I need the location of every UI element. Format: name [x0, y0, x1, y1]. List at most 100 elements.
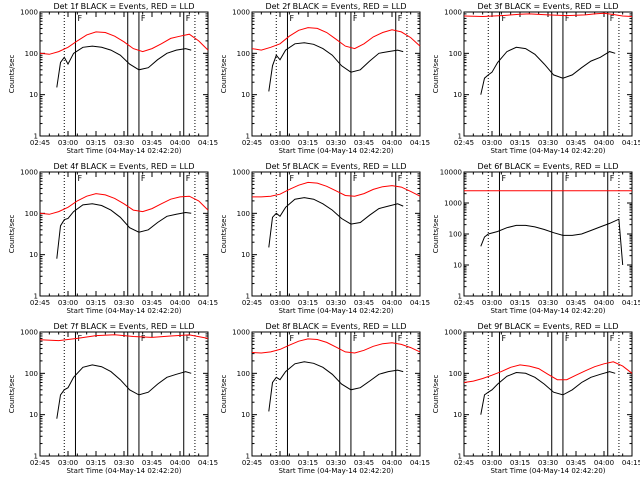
x-tick-label: 04:15 [198, 139, 218, 147]
events-series-line [56, 203, 192, 259]
panel-8: Det 8f BLACK = Events, RED = LLD 1 10 100 10… [220, 322, 430, 475]
x-tick-label: 04:00 [170, 299, 190, 307]
x-tick-label: 03:15 [298, 139, 318, 147]
interval-marker-label: F [565, 174, 570, 183]
y-tick-label: 100 [237, 370, 250, 378]
x-tick-label: 03:15 [298, 459, 318, 467]
x-tick-label: 04:00 [170, 139, 190, 147]
x-tick-label: 03:30 [538, 299, 558, 307]
events-series-line [268, 361, 404, 412]
x-tick-label: 04:15 [622, 299, 640, 307]
x-tick-label: 03:45 [142, 459, 162, 467]
x-tick-label: 04:00 [170, 459, 190, 467]
x-tick-label: 03:15 [86, 299, 106, 307]
x-tick-label: 03:00 [270, 459, 290, 467]
interval-marker-label: F [610, 334, 615, 343]
lld-series-line [252, 181, 421, 198]
y-tick-label: 100 [237, 50, 250, 58]
x-axis-label: Start Time (04-May-14 02:42:20) [490, 307, 605, 315]
x-tick-label: 02:45 [242, 139, 262, 147]
y-tick-label: 10 [241, 251, 250, 259]
y-axis-label: Counts/sec [8, 375, 16, 414]
y-tick-label: 1 [458, 453, 462, 461]
x-tick-label: 04:15 [198, 299, 218, 307]
plot-frame [463, 331, 633, 457]
x-tick-label: 02:45 [242, 459, 262, 467]
x-tick-label: 03:30 [538, 139, 558, 147]
y-tick-label: 10 [453, 262, 462, 270]
y-tick-label: 1000 [444, 200, 462, 208]
x-tick-label: 02:45 [30, 459, 50, 467]
y-tick-label: 1 [458, 133, 462, 141]
y-axis-label: Counts/sec [220, 375, 228, 414]
x-tick-label: 03:30 [114, 459, 134, 467]
panel-3: Det 3f BLACK = Events, RED = LLD 1 10 100 10… [432, 2, 640, 155]
panel-9: Det 9f BLACK = Events, RED = LLD 1 10 100 10… [432, 322, 640, 475]
interval-marker-label: F [289, 14, 294, 23]
y-tick-label: 1000 [20, 169, 38, 177]
y-tick-label: 1000 [232, 329, 250, 337]
y-tick-label: 1000 [444, 329, 462, 337]
plot-frame [39, 171, 209, 297]
lld-series-line [463, 361, 633, 383]
y-tick-label: 10 [241, 91, 250, 99]
y-tick-label: 1000 [444, 9, 462, 17]
panel-5: Det 5f BLACK = Events, RED = LLD 1 10 100 10… [220, 162, 430, 315]
panel-7: Det 7f BLACK = Events, RED = LLD 1 10 100 10… [8, 322, 218, 475]
y-tick-label: 1 [34, 133, 38, 141]
x-tick-label: 04:15 [410, 139, 430, 147]
y-axis-label: Counts/sec [8, 215, 16, 254]
interval-marker-label: F [353, 334, 358, 343]
panel-6: Det 6f BLACK = Events, RED = LLD 1 10 100 10… [432, 162, 640, 315]
x-tick-label: 02:45 [454, 459, 474, 467]
events-series-line [56, 364, 192, 419]
y-tick-label: 1 [34, 453, 38, 461]
x-axis-label: Start Time (04-May-14 02:42:20) [490, 467, 605, 475]
events-series-line [480, 46, 616, 95]
panel-title: Det 9f BLACK = Events, RED = LLD [477, 322, 618, 331]
y-axis-label: Counts/sec [432, 375, 440, 414]
plot-frame [39, 11, 209, 137]
x-tick-label: 02:45 [242, 299, 262, 307]
y-tick-label: 10 [29, 411, 38, 419]
x-tick-label: 02:45 [30, 139, 50, 147]
x-tick-label: 03:45 [142, 139, 162, 147]
x-tick-label: 03:45 [354, 299, 374, 307]
x-axis-label: Start Time (04-May-14 02:42:20) [66, 147, 181, 155]
interval-marker-label: F [289, 174, 294, 183]
x-tick-label: 03:15 [86, 139, 106, 147]
panel-title: Det 3f BLACK = Events, RED = LLD [477, 2, 618, 11]
events-series-line [56, 45, 192, 88]
y-tick-label: 100 [449, 50, 462, 58]
x-tick-label: 03:30 [114, 299, 134, 307]
events-series-line [480, 218, 624, 266]
interval-marker-label: F [565, 334, 570, 343]
interval-marker-label: F [186, 334, 191, 343]
y-tick-label: 100 [25, 50, 38, 58]
y-tick-label: 100 [449, 231, 462, 239]
y-axis-label: Counts/sec [432, 55, 440, 94]
interval-marker-label: F [353, 174, 358, 183]
interval-marker-label: F [77, 174, 82, 183]
events-series-line [268, 42, 404, 92]
y-axis-label: Counts/sec [220, 55, 228, 94]
x-tick-label: 04:15 [410, 299, 430, 307]
y-tick-label: 10 [29, 251, 38, 259]
x-axis-label: Start Time (04-May-14 02:42:20) [66, 467, 181, 475]
x-tick-label: 03:15 [510, 139, 530, 147]
y-tick-label: 100 [237, 210, 250, 218]
x-tick-label: 04:15 [410, 459, 430, 467]
x-axis-label: Start Time (04-May-14 02:42:20) [490, 147, 605, 155]
panel-title: Det 5f BLACK = Events, RED = LLD [265, 162, 406, 171]
panel-2: Det 2f BLACK = Events, RED = LLD 1 10 100 10… [220, 2, 430, 155]
x-tick-label: 03:00 [270, 299, 290, 307]
x-tick-label: 03:30 [326, 299, 346, 307]
events-series-line [480, 371, 616, 415]
y-tick-label: 100 [449, 370, 462, 378]
x-tick-label: 03:00 [482, 139, 502, 147]
panel-title: Det 1f BLACK = Events, RED = LLD [53, 2, 194, 11]
y-tick-label: 1 [246, 133, 250, 141]
lld-series-line [39, 334, 209, 342]
y-tick-label: 1 [34, 293, 38, 301]
interval-marker-label: F [398, 14, 403, 23]
